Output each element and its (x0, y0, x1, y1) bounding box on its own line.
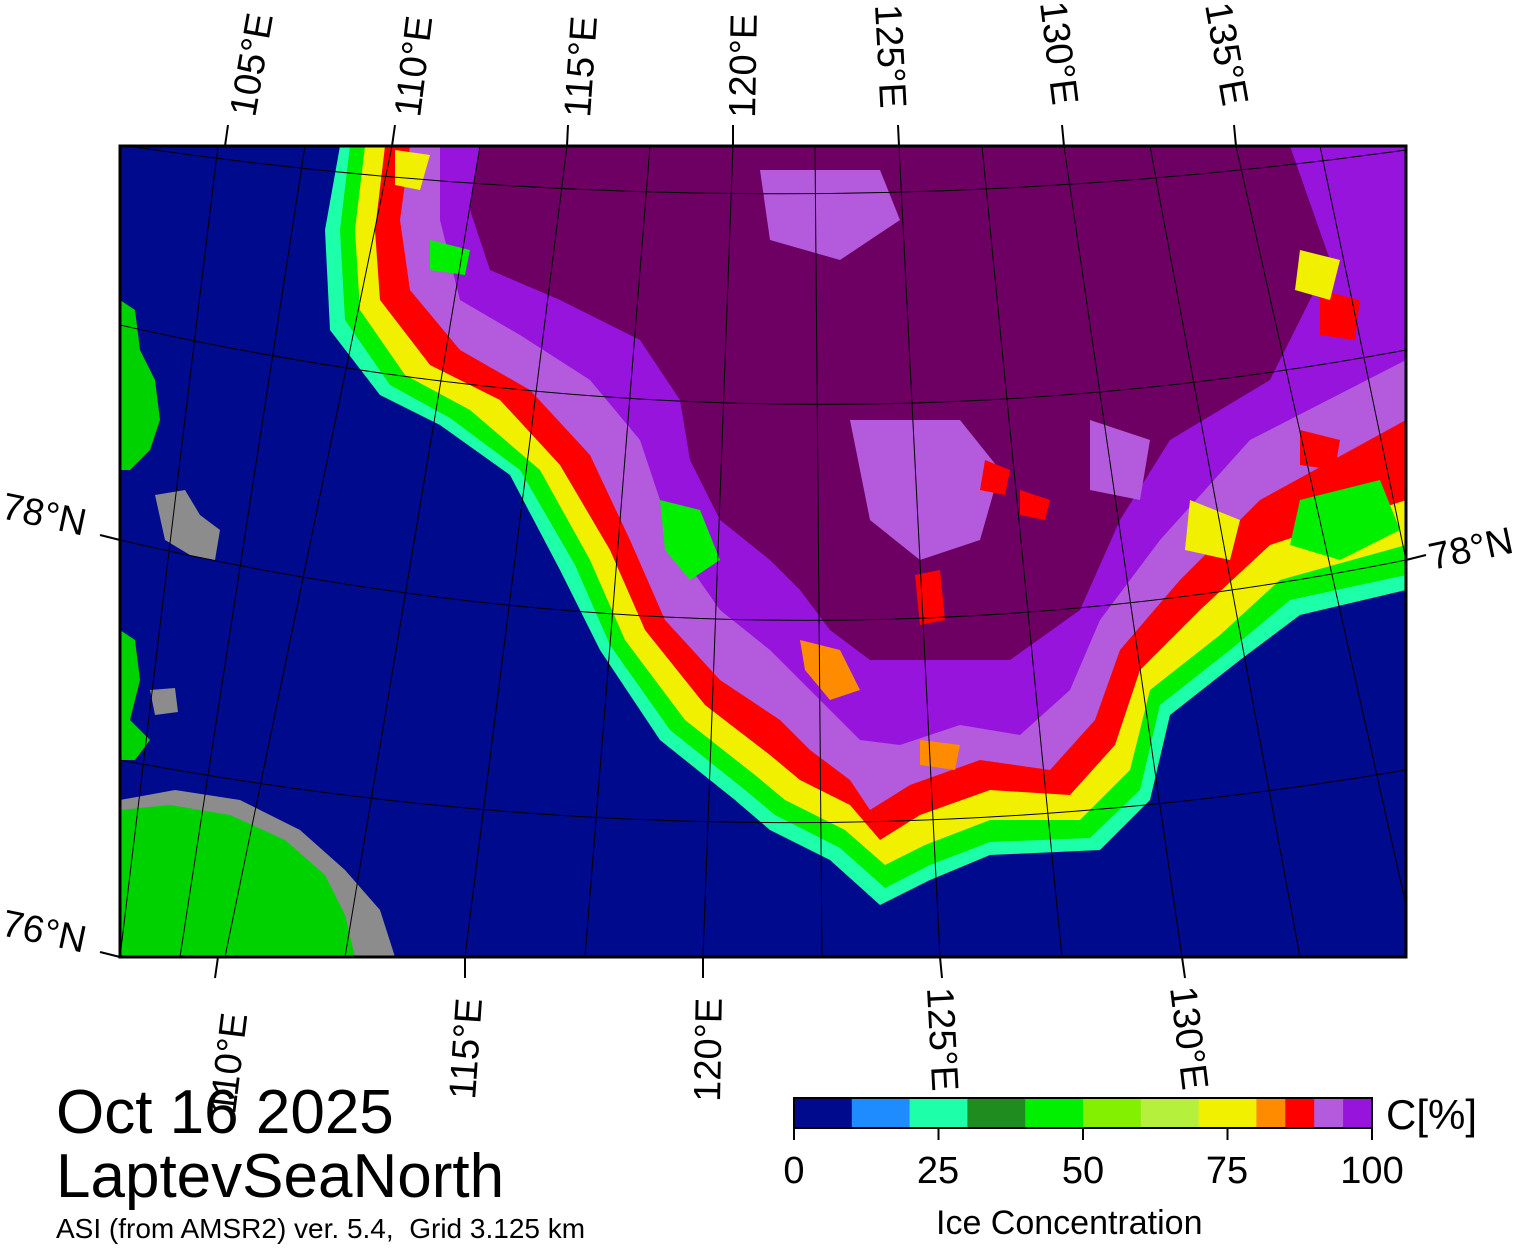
colorbar-bin-2 (909, 1098, 968, 1128)
top-lon-label-120: 120°E (722, 13, 766, 118)
colorbar-unit: C[%] (1386, 1091, 1478, 1138)
colorbar-tick-25: 25 (916, 1150, 960, 1192)
product-note: ASI (from AMSR2) ver. 5.4, Grid 3.125 km (56, 1213, 586, 1244)
colorbar-bin-6 (1140, 1098, 1200, 1128)
right-lat-label-78: 78°N (1425, 520, 1517, 579)
region-title: LaptevSeaNorth (56, 1142, 505, 1211)
date-title: Oct 16 2025 (56, 1078, 394, 1147)
colorbar-tick-0: 0 (783, 1150, 805, 1192)
colorbar-tick-50: 50 (1061, 1150, 1105, 1192)
colorbar-bin-10 (1314, 1098, 1344, 1128)
colorbar-tick-100: 100 (1340, 1150, 1404, 1192)
colorbar-bin-3 (967, 1098, 1026, 1128)
top-lon-label-135: 135°E (1196, 0, 1255, 109)
bottom-lon-label-120: 120°E (687, 997, 731, 1102)
colorbar-bin-0 (794, 1098, 853, 1128)
colorbar-ticks (793, 1128, 1373, 1140)
ice-lilac-patches (760, 170, 1150, 560)
graticule (120, 146, 1406, 957)
ice-orange-patches (800, 640, 960, 770)
ice-green-patches (430, 240, 1400, 580)
map-frame (118, 144, 1408, 959)
top-lon-label-115: 115°E (557, 15, 606, 119)
land-upper-left (120, 300, 160, 470)
land-island-small-1 (155, 490, 220, 560)
colorbar-bin-5 (1083, 1098, 1142, 1128)
bottom-lon-label-130: 130°E (1161, 984, 1215, 1092)
colorbar-bin-8 (1256, 1098, 1286, 1128)
land-lower-left (120, 805, 355, 957)
colorbar-bin-11 (1343, 1098, 1373, 1128)
bottom-lon-label-125: 125°E (918, 986, 965, 1092)
land-island-mid-left (120, 630, 150, 760)
land-island-small-2 (150, 688, 178, 715)
map-area (120, 146, 1406, 957)
colorbar-bin-1 (851, 1098, 911, 1128)
colorbar (794, 1098, 1373, 1128)
bottom-lon-label-115: 115°E (442, 997, 491, 1101)
top-lon-label-105: 105°E (223, 10, 282, 120)
left-lat-label-78: 78°N (0, 486, 90, 545)
top-lon-label-110: 110°E (387, 14, 441, 119)
colorbar-tick-75: 75 (1205, 1150, 1249, 1192)
top-lon-label-125: 125°E (866, 3, 913, 109)
colorbar-bin-7 (1198, 1098, 1257, 1128)
frame-ticks (99, 124, 1427, 979)
colorbar-title: Ice Concentration (936, 1204, 1203, 1242)
colorbar-bin-4 (1025, 1098, 1084, 1128)
colorbar-bin-9 (1285, 1098, 1315, 1128)
left-lat-label-76: 76°N (0, 903, 90, 962)
top-lon-label-130: 130°E (1031, 0, 1085, 107)
